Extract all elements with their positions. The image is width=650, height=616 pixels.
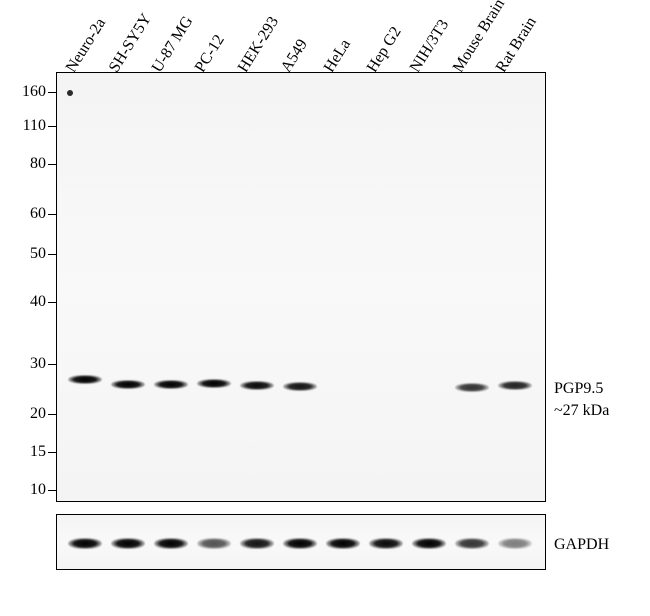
blot-band xyxy=(498,381,532,390)
blot-band xyxy=(240,538,274,549)
lane-label: Hep G2 xyxy=(364,24,406,76)
blot-band xyxy=(369,538,403,549)
mw-marker-label: 60 xyxy=(30,205,46,223)
blot-band xyxy=(154,538,188,549)
blot-band xyxy=(455,383,489,392)
lane-label: U-87 MG xyxy=(149,13,197,76)
mw-marker-label: 80 xyxy=(30,155,46,173)
mw-marker-label: 10 xyxy=(30,481,46,499)
blot-band xyxy=(283,538,317,549)
blot-band xyxy=(412,538,446,549)
mw-marker-label: 160 xyxy=(22,83,46,101)
mw-marker-tick xyxy=(48,414,56,415)
protein-label-pgp-line2: ~27 kDa xyxy=(554,402,609,420)
lane-label: Rat Brain xyxy=(493,14,541,76)
blot-band xyxy=(455,538,489,549)
gapdh-blot-panel xyxy=(56,514,546,570)
mw-marker-tick xyxy=(48,302,56,303)
blot-band xyxy=(197,538,231,549)
blot-band xyxy=(154,380,188,389)
mw-marker-label: 40 xyxy=(30,293,46,311)
mw-marker-label: 50 xyxy=(30,245,46,263)
blot-band xyxy=(283,382,317,391)
lane-label: A549 xyxy=(278,36,312,76)
main-blot-panel xyxy=(56,72,546,502)
blot-band xyxy=(111,380,145,389)
blot-band xyxy=(498,538,532,549)
blot-band xyxy=(197,379,231,388)
panel-background xyxy=(57,73,545,501)
mw-marker-tick xyxy=(48,92,56,93)
lane-label: NIH/3T3 xyxy=(407,17,453,76)
mw-marker-tick xyxy=(48,126,56,127)
lane-label: HeLa xyxy=(321,36,355,76)
mw-marker-label: 20 xyxy=(30,405,46,423)
lane-label: SH-SY5Y xyxy=(106,11,156,76)
mw-marker-tick xyxy=(48,490,56,491)
blot-band xyxy=(240,381,274,390)
blot-band xyxy=(111,538,145,549)
blot-band xyxy=(68,375,102,384)
protein-label-gapdh: GAPDH xyxy=(554,536,609,554)
mw-marker-tick xyxy=(48,254,56,255)
artifact-spot xyxy=(67,90,73,96)
mw-marker-label: 30 xyxy=(30,355,46,373)
mw-marker-tick xyxy=(48,364,56,365)
blot-band xyxy=(68,538,102,549)
mw-marker-tick xyxy=(48,214,56,215)
molecular-weight-axis: 160 110 80 60 50 40 30 20 15 10 xyxy=(0,0,48,616)
western-blot-figure: 160 110 80 60 50 40 30 20 15 10 Neuro-2aSH-SY5YU-… xyxy=(0,0,650,616)
lane-label: Neuro-2a xyxy=(63,15,110,76)
lane-label: Mouse Brain xyxy=(450,0,509,76)
blot-band xyxy=(326,538,360,549)
mw-marker-label: 15 xyxy=(30,443,46,461)
mw-marker-label: 110 xyxy=(23,117,46,135)
lane-label: HEK-293 xyxy=(235,14,283,76)
mw-marker-tick xyxy=(48,164,56,165)
mw-marker-tick xyxy=(48,452,56,453)
protein-label-pgp-line1: PGP9.5 xyxy=(554,380,603,398)
lane-label: PC-12 xyxy=(192,32,229,76)
